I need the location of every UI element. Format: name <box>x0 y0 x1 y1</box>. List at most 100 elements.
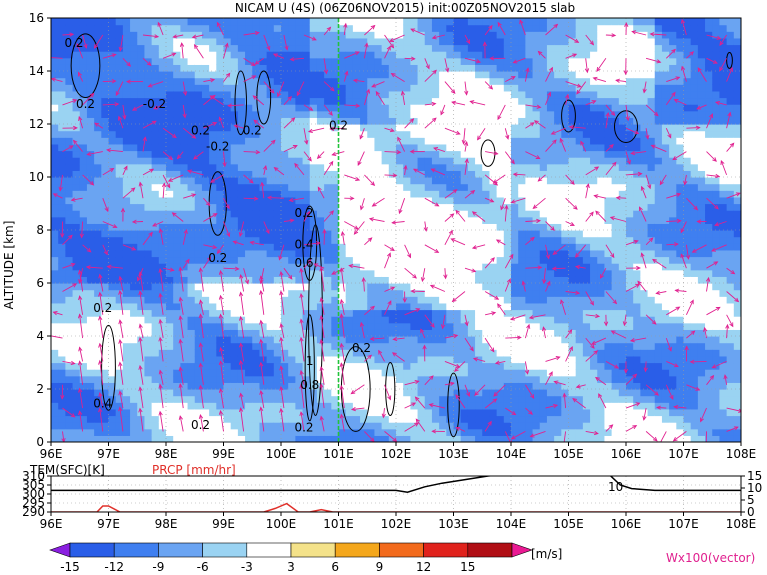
heatmap-cell <box>489 163 498 171</box>
heatmap-cell <box>130 44 138 52</box>
heatmap-cell <box>496 44 505 52</box>
heatmap-cell <box>223 117 232 125</box>
heatmap-cell <box>352 77 361 85</box>
heatmap-cell <box>518 322 526 330</box>
heatmap-cell <box>130 342 138 350</box>
heatmap-cell <box>324 342 332 350</box>
heatmap-cell <box>482 256 491 264</box>
heatmap-cell <box>590 44 598 52</box>
heatmap-cell <box>151 375 160 383</box>
heatmap-cell <box>539 71 548 79</box>
heatmap-cell <box>201 223 210 231</box>
heatmap-cell <box>475 276 483 284</box>
heatmap-cell <box>295 243 304 251</box>
heatmap-cell <box>345 256 354 264</box>
heatmap-cell <box>575 18 584 26</box>
heatmap-cell <box>417 289 426 297</box>
heatmap-cell <box>137 51 146 59</box>
heatmap-cell <box>396 336 404 344</box>
heatmap-cell <box>403 130 411 138</box>
heatmap-cell <box>58 336 66 344</box>
heatmap-cell <box>439 336 447 344</box>
heatmap-cell <box>431 124 440 132</box>
heatmap-cell <box>410 382 419 390</box>
heatmap-cell <box>245 170 253 178</box>
heatmap-cell <box>388 44 397 52</box>
heatmap-cell <box>338 395 347 403</box>
heatmap-cell <box>439 124 447 132</box>
heatmap-cell <box>554 256 562 264</box>
heatmap-cell <box>108 355 117 364</box>
heatmap-cell <box>51 84 59 92</box>
heatmap-cell <box>431 362 440 370</box>
heatmap-cell <box>431 177 440 185</box>
heatmap-cell <box>288 190 296 198</box>
heatmap-cell <box>194 97 203 105</box>
heatmap-cell <box>324 163 332 171</box>
heatmap-cell <box>94 309 102 317</box>
heatmap-cell <box>101 18 110 26</box>
heatmap-cell <box>331 216 340 224</box>
heatmap-cell <box>316 183 325 191</box>
heatmap-cell <box>216 177 225 185</box>
heatmap-cell <box>223 382 232 390</box>
heatmap-cell <box>79 150 88 158</box>
heatmap-cell <box>381 183 390 191</box>
heatmap-cell <box>245 322 253 330</box>
heatmap-cell <box>65 183 74 191</box>
heatmap-cell <box>309 57 318 65</box>
heatmap-cell <box>561 435 570 442</box>
heatmap-cell <box>374 256 383 264</box>
heatmap-cell <box>266 196 275 205</box>
heatmap-cell <box>309 31 318 39</box>
heatmap-cell <box>345 249 354 258</box>
heatmap-cell <box>245 336 253 344</box>
heatmap-cell <box>216 236 225 244</box>
heatmap-cell <box>324 150 332 158</box>
heatmap-cell <box>65 150 74 158</box>
heatmap-cell <box>309 104 318 112</box>
heatmap-cell <box>467 203 476 211</box>
heatmap-cell <box>331 110 340 118</box>
heatmap-cell <box>410 190 419 198</box>
heatmap-cell <box>288 223 296 231</box>
heatmap-cell <box>108 104 117 112</box>
heatmap-cell <box>482 269 491 277</box>
heatmap-cell <box>115 77 124 85</box>
heatmap-cell <box>352 289 361 297</box>
heatmap-cell <box>532 369 541 377</box>
heatmap-cell <box>546 249 555 258</box>
heatmap-cell <box>503 428 512 436</box>
heatmap-cell <box>173 236 181 244</box>
heatmap-cell <box>230 422 239 430</box>
heatmap-cell <box>352 375 361 383</box>
heatmap-cell <box>582 276 591 284</box>
heatmap-cell <box>554 216 562 224</box>
heatmap-cell <box>482 210 491 218</box>
heatmap-cell <box>295 97 304 105</box>
heatmap-cell <box>381 143 390 152</box>
heatmap-cell <box>446 24 455 32</box>
heatmap-cell <box>532 243 541 251</box>
heatmap-cell <box>302 223 311 231</box>
heatmap-cell <box>259 64 268 72</box>
heatmap-cell <box>453 223 462 231</box>
heatmap-cell <box>396 230 404 238</box>
heatmap-cell <box>503 362 512 370</box>
heatmap-cell <box>582 243 591 251</box>
heatmap-cell <box>295 408 304 417</box>
heatmap-cell <box>151 90 160 99</box>
heatmap-cell <box>122 369 131 377</box>
heatmap-cell <box>252 289 261 297</box>
heatmap-cell <box>345 389 354 397</box>
heatmap-cell <box>230 157 239 165</box>
heatmap-cell <box>460 51 469 59</box>
heatmap-cell <box>65 236 74 244</box>
heatmap-cell <box>597 302 606 311</box>
heatmap-cell <box>216 289 225 297</box>
heatmap-cell <box>496 269 505 277</box>
heatmap-cell <box>158 117 167 125</box>
heatmap-cell <box>216 18 225 26</box>
heatmap-cell <box>58 296 66 304</box>
heatmap-cell <box>209 322 217 330</box>
